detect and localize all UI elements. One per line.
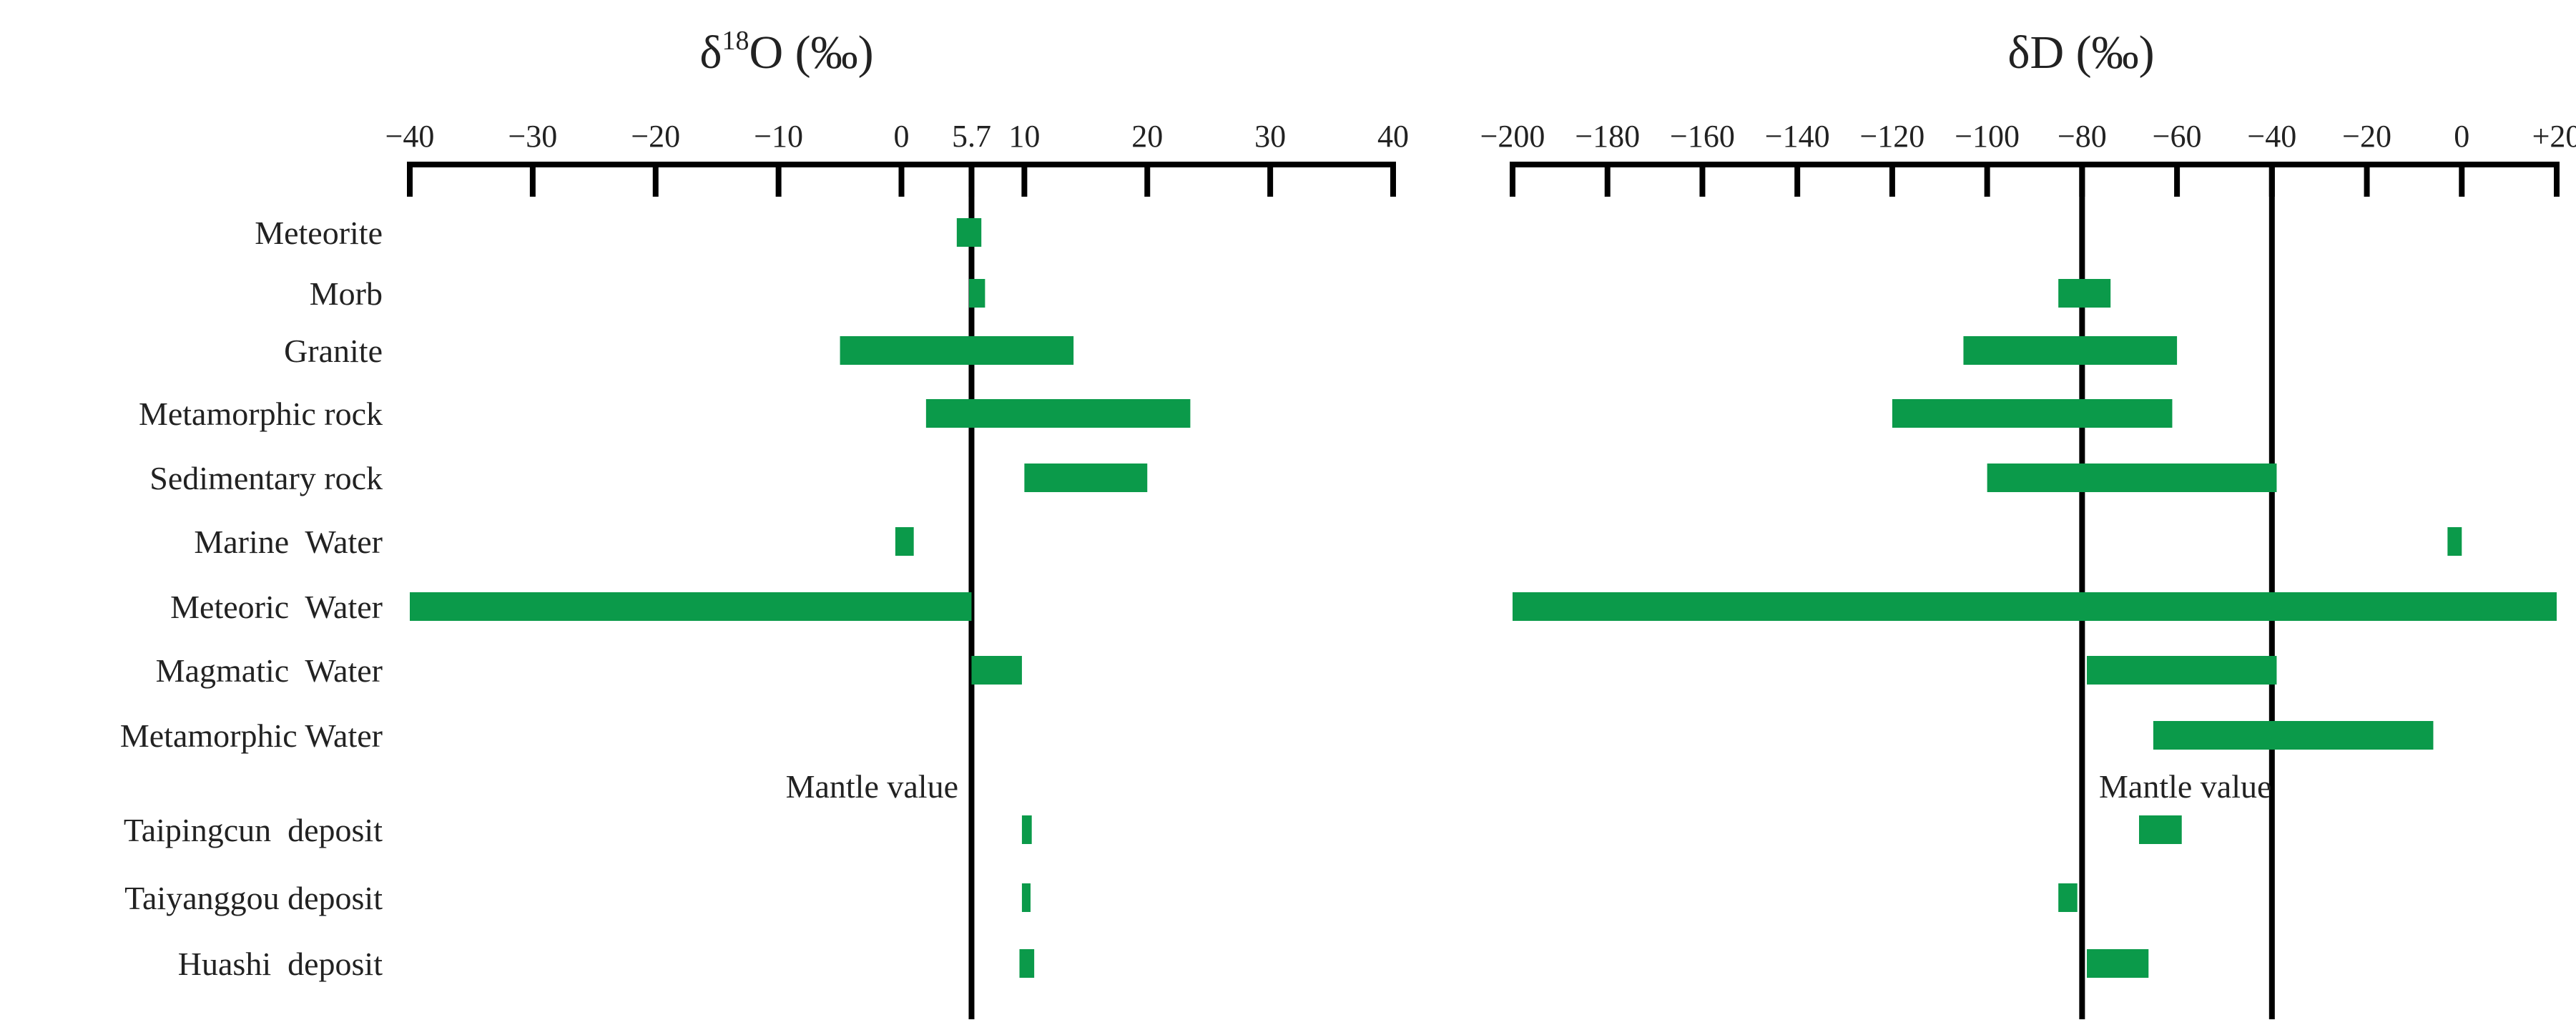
- o-tick-label: 5.7: [952, 119, 991, 154]
- category-label: Marine Water: [194, 524, 383, 560]
- category-label: Taiyanggou deposit: [124, 880, 383, 916]
- o-tick-label: −40: [385, 119, 435, 154]
- o-bar: [1021, 883, 1031, 912]
- delta-d-panel: δD (‰) −200 −180 −160 −140 −120 −100 −80 −60 −40…: [1480, 26, 2576, 1019]
- d-bar: [1987, 464, 2277, 492]
- delta-d-bars: [1513, 279, 2557, 978]
- category-label: Meteorite: [255, 215, 383, 251]
- o-tick-label: −30: [508, 119, 557, 154]
- d-bar: [1892, 399, 2173, 428]
- d-tick-label: −60: [2153, 119, 2202, 154]
- d-tick-label: −100: [1955, 119, 2020, 154]
- delta-18o-title: δ18O (‰): [699, 26, 873, 79]
- d-bar: [1963, 336, 2178, 365]
- d-tick-label: −20: [2342, 119, 2391, 154]
- d-tick-label: −200: [1480, 119, 1545, 154]
- d-bar: [2447, 527, 2462, 556]
- o-tick-label: −10: [754, 119, 803, 154]
- o-tick-label: 40: [1377, 119, 1409, 154]
- o-bar: [925, 399, 1191, 428]
- category-label: Granite: [284, 333, 383, 369]
- d-bar: [1513, 592, 2557, 621]
- delta-18o-axis-ticks: −40 −30 −20 −10 0 5.7 10 20 30 40: [385, 119, 1409, 197]
- category-label: Morb: [310, 275, 383, 312]
- d-tick-label: −180: [1575, 119, 1640, 154]
- o-bar: [410, 592, 972, 621]
- d-tick-label: +20: [2532, 119, 2576, 154]
- o-tick-label: 0: [894, 119, 910, 154]
- o-bar: [971, 656, 1022, 685]
- d-tick-label: −80: [2058, 119, 2107, 154]
- o-bar: [840, 336, 1074, 365]
- delta-d-mantle-label: Mantle value: [2099, 768, 2271, 805]
- d-bar: [2058, 279, 2111, 308]
- o-bar: [1024, 464, 1148, 492]
- category-label: Huashi deposit: [178, 946, 383, 982]
- o-bar: [1019, 949, 1035, 978]
- d-bar: [2087, 949, 2149, 978]
- d-tick-label: −120: [1859, 119, 1924, 154]
- o-bar: [956, 218, 982, 247]
- category-label: Meteoric Water: [170, 589, 383, 625]
- o-tick-label: 10: [1008, 119, 1040, 154]
- d-bar: [2139, 815, 2182, 844]
- category-label: Taipingcun deposit: [124, 812, 383, 848]
- delta-18o-bars: [410, 218, 1191, 978]
- d-bar: [2153, 721, 2434, 750]
- o-tick-label: −20: [631, 119, 680, 154]
- o-bar: [895, 527, 914, 556]
- d-bar: [2087, 656, 2277, 685]
- d-bar: [2058, 883, 2078, 912]
- category-label: Magmatic Water: [156, 652, 383, 689]
- category-label: Metamorphic rock: [139, 396, 383, 432]
- category-labels: Meteorite Morb Granite Metamorphic rock Sedi…: [120, 215, 383, 982]
- delta-d-axis-ticks: −200 −180 −160 −140 −120 −100 −80 −60 −40 −20 0 +20: [1480, 119, 2576, 197]
- category-label: Sedimentary rock: [149, 460, 383, 496]
- d-tick-label: −140: [1765, 119, 1830, 154]
- o-tick-label: 20: [1131, 119, 1163, 154]
- d-tick-label: −40: [2247, 119, 2296, 154]
- o-tick-label: 30: [1254, 119, 1286, 154]
- category-label: Metamorphic Water: [120, 717, 383, 754]
- o-bar: [969, 279, 985, 308]
- delta-18o-mantle-label: Mantle value: [786, 768, 958, 805]
- d-tick-label: −160: [1670, 119, 1735, 154]
- d-tick-label: 0: [2454, 119, 2469, 154]
- delta-18o-panel: δ18O (‰) −40 −30 −20 −10 0 5.7 10 20 30 40 Mantle…: [385, 26, 1409, 1019]
- o-bar: [1021, 815, 1032, 844]
- delta-d-title: δD (‰): [2007, 26, 2154, 79]
